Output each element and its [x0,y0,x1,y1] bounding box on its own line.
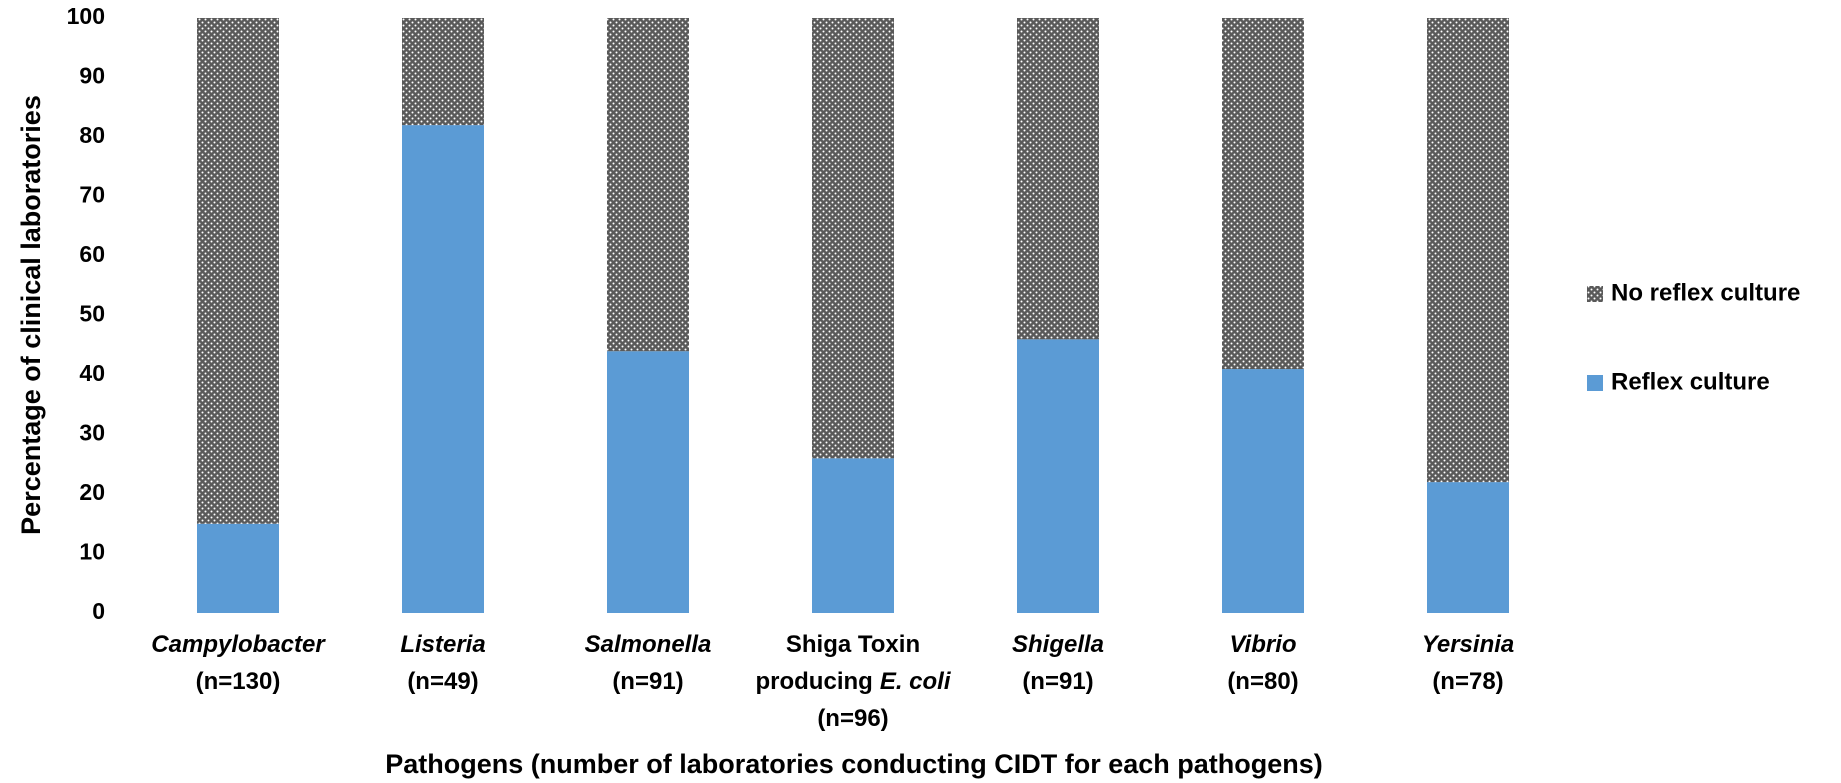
x-tick-label: Listeria [400,631,485,658]
bar-segment [402,18,484,126]
legend-swatch [1587,375,1603,391]
y-tick-label: 90 [79,63,105,89]
x-tick-label-part: E. coli [880,668,952,695]
x-tick-label-part: (n=49) [407,668,478,695]
bar-segment [607,18,689,352]
y-tick-label: 100 [67,3,105,29]
y-tick-label: 70 [79,182,105,208]
x-tick-label-part: Campylobacter [151,631,326,658]
x-tick-label: (n=91) [1022,668,1093,695]
y-tick-label: 20 [79,479,105,505]
bar-segment [197,523,279,613]
x-tick-label: (n=130) [196,668,281,695]
bar-segment [607,351,689,613]
bar-segment [1427,482,1509,613]
x-tick-label-part: (n=80) [1227,668,1298,695]
x-tick-label: Yersinia [1422,631,1515,658]
bar-segment [812,458,894,613]
x-tick-label: (n=49) [407,668,478,695]
x-tick-label-part: (n=78) [1432,668,1503,695]
x-tick-label: Shiga Toxin [786,631,920,658]
x-tick-label-part: Listeria [400,631,485,658]
x-tick-label: Vibrio [1229,631,1296,658]
y-tick-label: 60 [79,241,105,267]
y-tick-label: 30 [79,420,105,446]
x-tick-label: Salmonella [585,631,712,658]
y-axis-title: Percentage of clinical laboratories [16,95,46,535]
x-tick-label-part: (n=91) [1022,668,1093,695]
bar-segment [197,18,279,524]
bar-segment [1222,369,1304,613]
bar-segment [402,125,484,613]
y-tick-label: 50 [79,301,105,327]
x-tick-label: Shigella [1012,631,1104,658]
bar-segment [1017,18,1099,340]
x-tick-label: (n=80) [1227,668,1298,695]
x-tick-label: (n=91) [612,668,683,695]
y-tick-label: 10 [79,539,105,565]
x-tick-label-part: (n=96) [817,705,888,732]
x-tick-label-part: (n=91) [612,668,683,695]
legend-label: No reflex culture [1611,279,1800,306]
x-tick-label-part: (n=130) [196,668,281,695]
bar-segment [1017,339,1099,613]
x-tick-label-part: Salmonella [585,631,712,658]
x-tick-label-part: Shiga Toxin [786,631,920,658]
x-tick-label-part: Yersinia [1422,631,1515,658]
x-tick-label: Campylobacter [151,631,326,658]
x-tick-label: producing E. coli [755,668,951,695]
y-tick-label: 40 [79,360,105,386]
x-tick-label-part: Shigella [1012,631,1104,658]
x-axis-title: Pathogens (number of laboratories conduc… [385,749,1323,779]
y-tick-label: 80 [79,122,105,148]
x-tick-label-part: Vibrio [1229,631,1296,658]
bar-segment [812,18,894,459]
bar-segment [1427,18,1509,483]
x-tick-label: (n=78) [1432,668,1503,695]
legend-swatch [1587,286,1603,302]
bar-segment [1222,18,1304,370]
legend-label: Reflex culture [1611,368,1770,395]
x-tick-label: (n=96) [817,705,888,732]
x-tick-label-part: producing [755,668,872,695]
y-tick-label: 0 [92,598,105,624]
